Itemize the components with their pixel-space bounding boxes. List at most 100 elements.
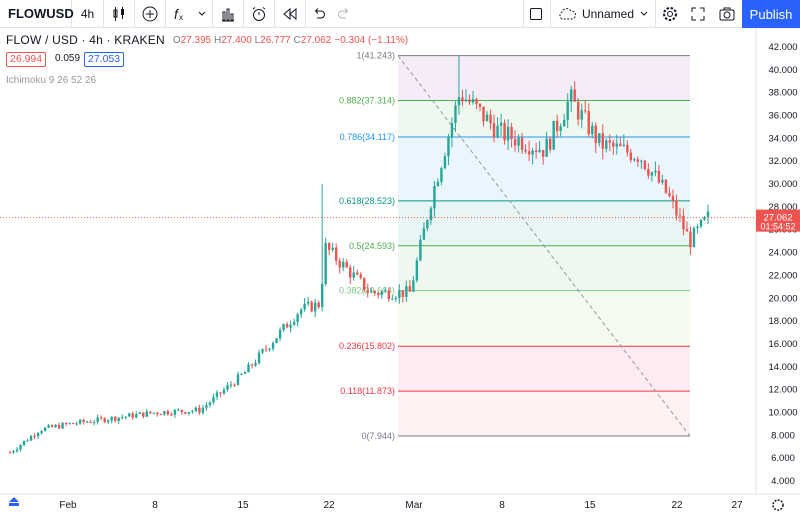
indicators-dropdown[interactable] — [192, 0, 212, 28]
candle-body — [391, 299, 394, 301]
candle-body — [205, 405, 208, 408]
candle-body — [306, 301, 310, 304]
candle-body — [282, 323, 285, 330]
candle-body — [485, 114, 489, 122]
price-tick-label: 16.000 — [768, 339, 797, 350]
candle-body — [173, 409, 177, 415]
candle-body — [398, 290, 401, 298]
candle-body — [570, 89, 573, 102]
replay-button[interactable] — [275, 0, 305, 28]
candle-body — [440, 168, 443, 182]
candle-body — [640, 160, 643, 162]
candle-body — [661, 179, 664, 183]
candle-body — [363, 277, 366, 291]
candle-body — [201, 407, 205, 413]
candle-body — [664, 179, 668, 193]
candle-body — [703, 217, 706, 220]
fib-trend-line[interactable] — [397, 55, 691, 437]
candle-body — [54, 425, 57, 428]
chart-area[interactable]: 1(41.243) 0.882(37.314) 0.786(34.117) 0.618… — [0, 28, 800, 517]
candle-body — [92, 422, 96, 424]
candle-body — [303, 303, 306, 310]
candle-body — [215, 392, 219, 397]
candle-body — [475, 99, 478, 104]
price-tick-label: 34.000 — [768, 133, 797, 144]
replay-icon — [282, 7, 296, 20]
candle-body — [647, 169, 650, 176]
candle-body — [278, 329, 282, 339]
price-tick-label: 36.000 — [768, 111, 797, 122]
redo-icon — [337, 7, 348, 18]
candle-body — [299, 309, 303, 315]
candle-body — [408, 286, 412, 292]
settings-button[interactable] — [656, 0, 684, 28]
candle-body — [138, 412, 141, 414]
candle-body — [643, 160, 647, 170]
candle-body — [219, 392, 222, 394]
price-tick-label: 32.000 — [768, 156, 797, 167]
fib-zone — [398, 200, 690, 246]
time-tick-label: Feb — [59, 500, 77, 511]
price-tick-label: 18.000 — [768, 316, 797, 327]
layout-button[interactable] — [524, 0, 550, 28]
candle-body — [636, 159, 640, 162]
candle-body — [450, 123, 454, 138]
fib-zone — [398, 391, 690, 436]
candle-body — [412, 280, 415, 292]
chart-type-button[interactable] — [104, 0, 134, 28]
time-tick-label: 15 — [584, 500, 596, 511]
candle-body — [527, 151, 531, 155]
candle-body — [75, 423, 78, 425]
buy-button[interactable]: 27.053 — [84, 52, 125, 67]
candle-body — [163, 411, 166, 415]
low-value: 26.777 — [260, 34, 291, 46]
candle-body — [33, 436, 36, 438]
close-value: 27.062 — [300, 34, 332, 46]
candle-body — [317, 302, 320, 308]
candle-body — [629, 152, 633, 161]
candle-body — [261, 349, 264, 353]
candle-body — [114, 416, 117, 421]
candle-body — [524, 149, 527, 152]
templates-button[interactable] — [213, 0, 243, 28]
layout-name-button[interactable]: Unnamed — [551, 7, 655, 21]
alert-button[interactable] — [244, 0, 274, 28]
candle-body — [264, 349, 268, 351]
candle-body — [422, 228, 426, 240]
candle-body — [289, 324, 292, 328]
candle-body — [499, 122, 503, 126]
redo-button[interactable] — [332, 0, 356, 28]
candle-body — [387, 290, 391, 300]
legend-title[interactable]: FLOW / USD · 4h · KRAKEN — [6, 33, 165, 47]
snapshot-button[interactable] — [712, 0, 742, 28]
candle-body — [61, 423, 64, 429]
sell-button[interactable]: 26.994 — [6, 52, 47, 67]
candle-body — [194, 407, 198, 411]
candle-body — [706, 211, 710, 218]
compare-button[interactable] — [135, 0, 165, 28]
candle-body — [668, 192, 671, 196]
fullscreen-button[interactable] — [684, 0, 712, 28]
fullscreen-icon — [691, 7, 704, 21]
candle-body — [327, 243, 331, 250]
fib-level-label: 1(41.243) — [356, 51, 395, 61]
candle-body — [57, 425, 61, 429]
candle-body — [538, 149, 541, 152]
symbol-search-button[interactable]: FLOWUSD — [0, 0, 74, 28]
publish-button[interactable]: Publish — [742, 0, 800, 28]
fib-zone — [398, 137, 690, 201]
candle-body — [156, 412, 159, 415]
candle-body — [447, 137, 450, 157]
candle-body — [71, 423, 75, 425]
candle-body — [633, 159, 636, 161]
interval-button[interactable]: 4h — [72, 0, 104, 28]
price-tick-label: 38.000 — [768, 88, 797, 99]
price-axis[interactable] — [756, 28, 800, 517]
indicator-legend[interactable]: Ichimoku 9 26 52 26 — [6, 75, 97, 86]
fib-zone — [398, 100, 690, 138]
undo-button[interactable] — [306, 0, 332, 28]
chevron-down-icon — [640, 11, 648, 16]
scale-settings-icon[interactable] — [772, 499, 784, 511]
candle-body — [552, 120, 555, 150]
